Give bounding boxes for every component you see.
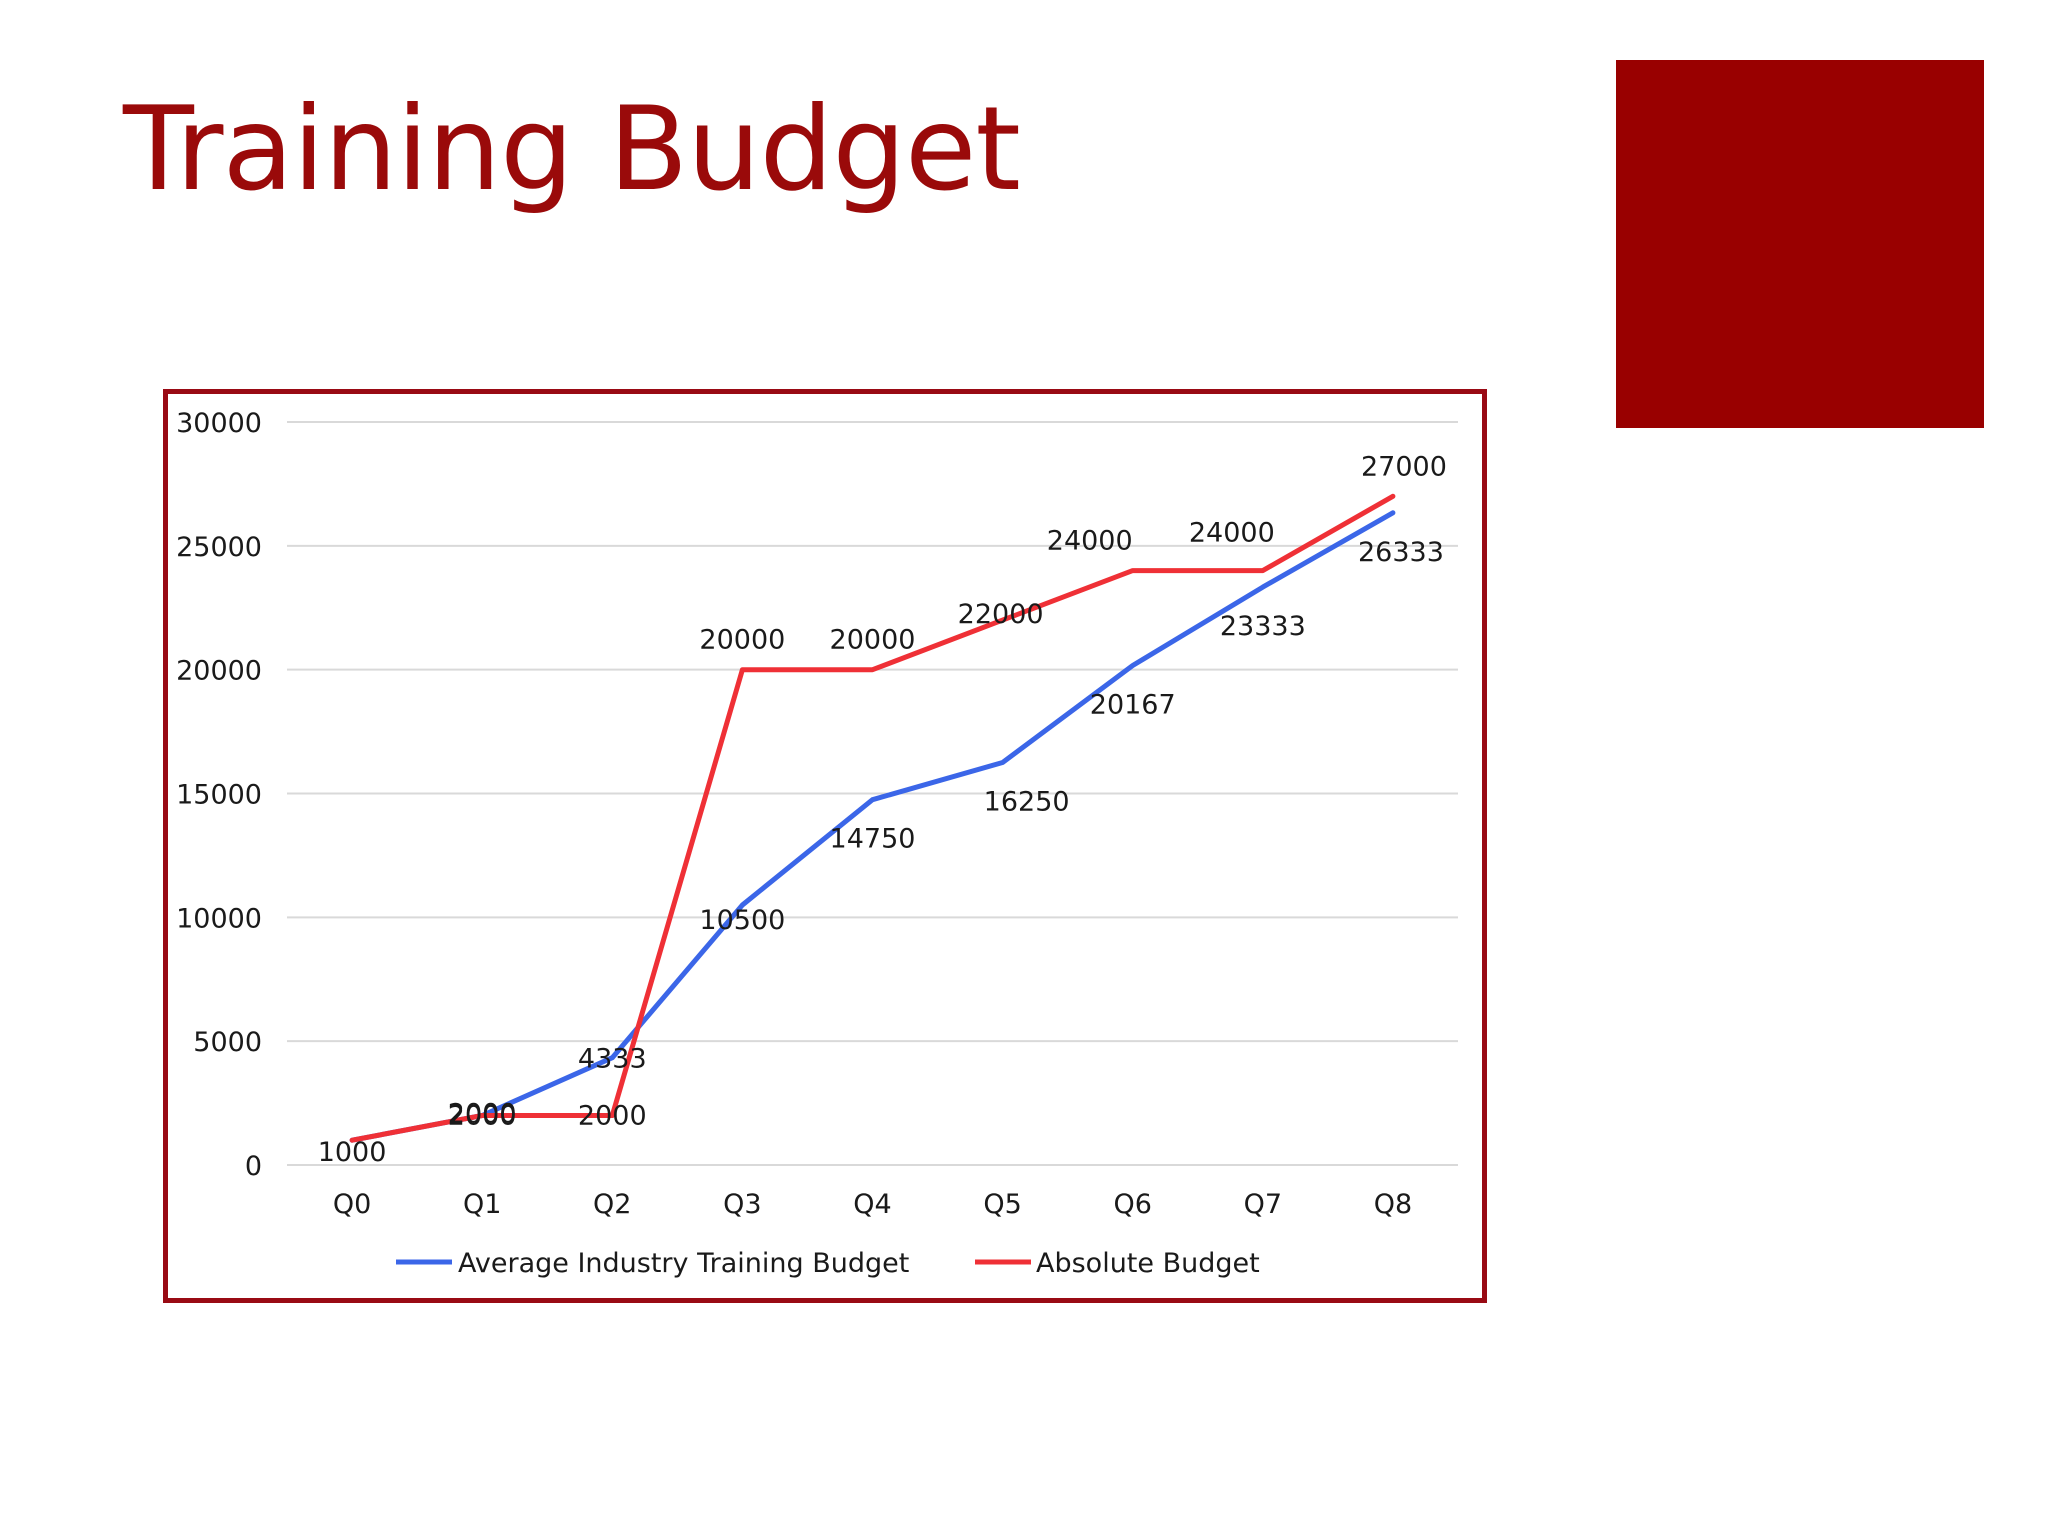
data-label-blue: 16250 [984,787,1070,818]
data-labels: 2000 4333 10500 14750 16250 20167 23333 26333 10… [318,451,1447,1168]
y-tick-label: 0 [245,1151,262,1182]
chart-frame [163,389,1487,1303]
data-label-blue: 26333 [1358,537,1444,568]
x-tick-label: Q7 [1244,1189,1282,1220]
slide-title: Training Budget [123,82,1021,217]
data-label-red: 20000 [699,625,785,656]
data-label-blue: 2000 [448,1098,517,1129]
data-label-blue: 20167 [1090,690,1176,721]
x-tick-label: Q4 [853,1189,891,1220]
y-tick-label: 5000 [193,1027,262,1058]
data-label-blue: 14750 [830,824,916,855]
data-label-blue: 10500 [699,905,785,936]
data-label-red: 24000 [1189,518,1275,549]
y-tick-label: 15000 [176,780,262,811]
data-label-red: 2000 [578,1100,647,1131]
series-line-0 [349,510,1396,1143]
y-tick-label: 10000 [176,903,262,934]
data-label-red: 2000 [448,1100,517,1131]
legend-label: Absolute Budget [1036,1248,1260,1279]
y-tick-label: 30000 [176,408,262,439]
x-tick-label: Q8 [1374,1189,1412,1220]
series-lines [349,493,1396,1143]
data-label-red: 20000 [830,625,916,656]
data-label-red: 1000 [318,1137,387,1168]
y-tick-label: 20000 [176,656,262,687]
data-label-red: 22000 [958,599,1044,630]
y-tick-label: 25000 [176,532,262,563]
series-line-1 [349,493,1396,1143]
legend: Average Industry Training Budget Absolute… [396,1248,1260,1279]
data-label-blue: 4333 [578,1044,647,1075]
x-tick-label: Q2 [593,1189,631,1220]
data-label-blue: 23333 [1220,611,1306,642]
x-tick-label: Q5 [983,1189,1021,1220]
x-tick-label: Q1 [463,1189,501,1220]
legend-label: Average Industry Training Budget [458,1248,909,1279]
x-tick-label: Q6 [1114,1189,1152,1220]
accent-square [1616,60,1984,428]
data-label-red: 24000 [1047,526,1133,557]
x-tick-label: Q3 [723,1189,761,1220]
gridlines [287,421,1458,1166]
x-axis-ticks: Q0 Q1 Q2 Q3 Q4 Q5 Q6 Q7 Q8 [333,1189,1412,1220]
y-axis-ticks: 0 5000 10000 15000 20000 25000 30000 [176,408,262,1182]
x-tick-label: Q0 [333,1189,371,1220]
data-label-red: 27000 [1361,451,1447,482]
